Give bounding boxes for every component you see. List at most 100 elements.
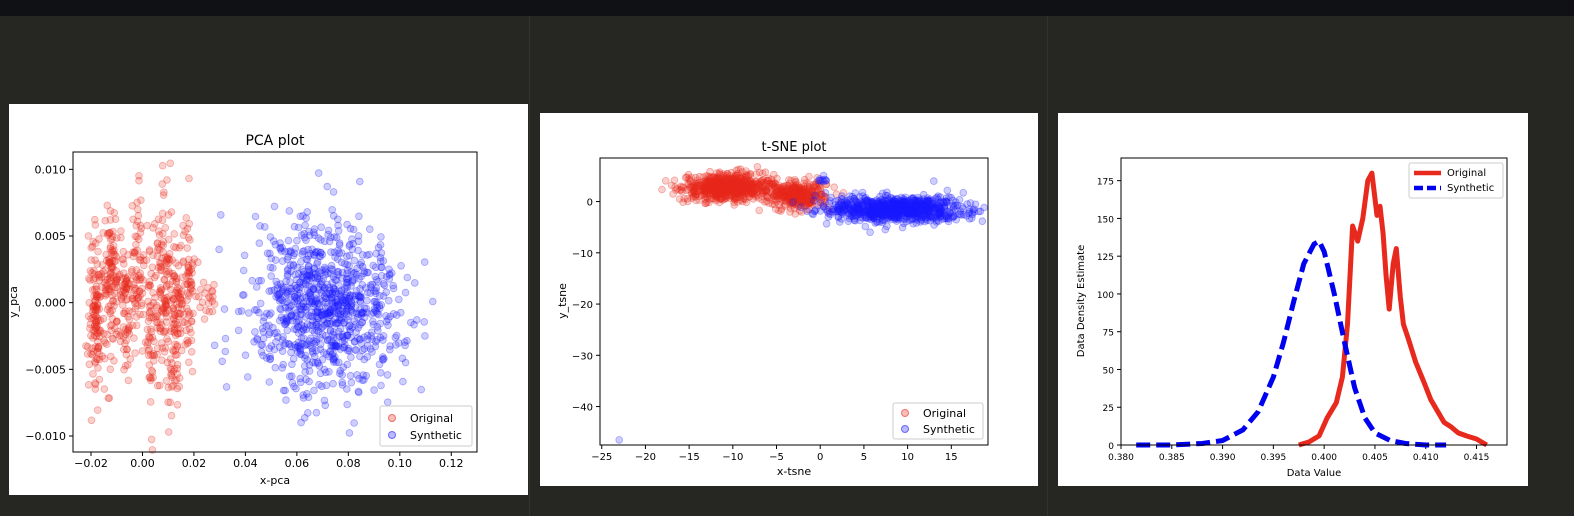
point-original bbox=[105, 259, 114, 268]
point-original bbox=[183, 244, 192, 252]
point-synthetic bbox=[277, 313, 286, 322]
point-synthetic bbox=[363, 268, 371, 277]
point-synthetic bbox=[301, 221, 309, 230]
point-original bbox=[132, 240, 140, 249]
point-original bbox=[84, 380, 93, 389]
point-original bbox=[150, 337, 158, 346]
point-original bbox=[104, 231, 112, 239]
point-synthetic bbox=[294, 323, 303, 331]
point-synthetic bbox=[822, 205, 830, 213]
point-synthetic bbox=[308, 317, 317, 325]
point-original bbox=[153, 301, 161, 310]
point-original bbox=[179, 231, 188, 239]
point-synthetic bbox=[386, 342, 394, 350]
point-original bbox=[124, 285, 133, 294]
y-ticks: −40−30−20−100 bbox=[572, 198, 600, 414]
point-original bbox=[135, 271, 143, 280]
point-original bbox=[169, 320, 178, 329]
point-synthetic bbox=[265, 328, 274, 337]
point-original bbox=[175, 285, 183, 293]
point-original bbox=[172, 317, 180, 326]
point-original bbox=[91, 357, 99, 366]
point-original bbox=[132, 313, 141, 321]
point-original bbox=[87, 416, 96, 425]
point-synthetic bbox=[305, 377, 313, 386]
point-synthetic bbox=[367, 332, 376, 340]
point-original bbox=[152, 303, 161, 312]
point-synthetic bbox=[333, 268, 342, 276]
point-original bbox=[174, 293, 183, 301]
point-original bbox=[139, 276, 147, 284]
point-original bbox=[123, 277, 131, 285]
point-original bbox=[167, 371, 175, 380]
point-original bbox=[130, 272, 139, 281]
point-synthetic bbox=[328, 296, 337, 305]
point-original bbox=[106, 365, 115, 374]
point-original bbox=[107, 258, 115, 266]
point-original bbox=[658, 185, 666, 194]
point-synthetic bbox=[321, 267, 330, 276]
point-synthetic bbox=[318, 282, 327, 290]
point-original bbox=[94, 271, 102, 279]
point-synthetic bbox=[296, 294, 305, 303]
point-original bbox=[138, 284, 146, 293]
point-synthetic bbox=[291, 343, 300, 352]
density-lines bbox=[1136, 170, 1488, 448]
point-synthetic bbox=[309, 337, 318, 345]
point-original bbox=[101, 266, 109, 275]
point-synthetic bbox=[298, 265, 307, 274]
point-synthetic bbox=[296, 345, 305, 354]
point-synthetic bbox=[346, 292, 354, 300]
point-synthetic bbox=[312, 338, 321, 346]
point-synthetic bbox=[353, 371, 361, 379]
point-original bbox=[182, 304, 191, 313]
point-synthetic bbox=[350, 338, 359, 346]
point-original bbox=[93, 355, 102, 363]
point-synthetic bbox=[357, 311, 366, 319]
point-original bbox=[177, 346, 186, 355]
point-synthetic bbox=[293, 263, 302, 272]
legend-label-synthetic: Synthetic bbox=[1447, 183, 1494, 194]
point-synthetic bbox=[375, 360, 384, 369]
point-original bbox=[761, 168, 770, 176]
point-original bbox=[91, 379, 99, 387]
point-synthetic bbox=[358, 308, 367, 317]
point-original bbox=[137, 299, 146, 308]
point-original bbox=[161, 300, 170, 308]
point-synthetic bbox=[299, 334, 308, 342]
point-original bbox=[110, 302, 118, 310]
point-synthetic bbox=[366, 289, 375, 297]
point-synthetic bbox=[372, 298, 381, 307]
point-synthetic bbox=[296, 374, 305, 383]
point-synthetic bbox=[313, 307, 322, 316]
point-synthetic bbox=[357, 272, 365, 281]
point-original bbox=[160, 295, 169, 303]
point-synthetic bbox=[334, 358, 343, 367]
point-original bbox=[85, 360, 94, 369]
point-synthetic bbox=[615, 436, 623, 444]
point-synthetic bbox=[350, 276, 358, 284]
point-original bbox=[165, 267, 173, 276]
point-synthetic bbox=[312, 335, 321, 344]
point-original bbox=[148, 333, 157, 342]
point-original bbox=[183, 339, 192, 348]
point-original bbox=[178, 299, 187, 308]
point-synthetic bbox=[276, 245, 285, 253]
point-original bbox=[99, 314, 108, 323]
point-synthetic bbox=[339, 363, 348, 372]
point-synthetic bbox=[320, 237, 329, 246]
point-synthetic bbox=[308, 321, 317, 330]
point-original bbox=[147, 374, 155, 383]
point-synthetic bbox=[303, 409, 312, 417]
point-original bbox=[105, 274, 114, 283]
point-original bbox=[681, 173, 690, 182]
point-original bbox=[144, 317, 153, 326]
point-original bbox=[93, 329, 101, 337]
point-original bbox=[93, 291, 101, 299]
point-synthetic bbox=[316, 369, 325, 378]
point-synthetic bbox=[344, 298, 353, 307]
point-synthetic bbox=[335, 369, 344, 378]
point-original bbox=[156, 288, 165, 297]
point-synthetic bbox=[410, 279, 419, 287]
point-original bbox=[162, 293, 171, 302]
